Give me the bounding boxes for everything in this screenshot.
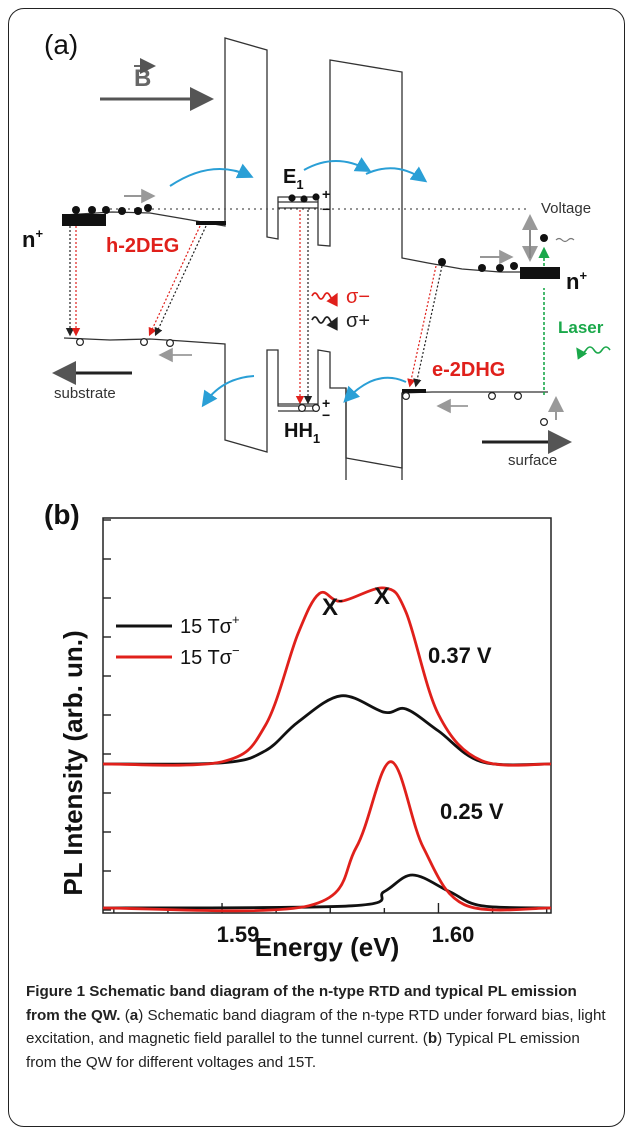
right-electron-up xyxy=(540,234,548,242)
voltage-label: Voltage xyxy=(541,200,591,217)
holes-right xyxy=(402,392,522,401)
caption-b-label: b xyxy=(427,1030,438,1047)
band-diagram: (a) B n+ n+ h-2DEG E1 xyxy=(22,29,611,480)
voltage-top-label: 0.37 V xyxy=(428,643,492,668)
e1-electrons xyxy=(288,193,320,203)
series-line-sigma-plus-037V xyxy=(102,694,552,767)
caption-b-text: ) Typical PL emission from the QW for di… xyxy=(26,1030,580,1071)
caption-a-label: a xyxy=(129,1006,139,1024)
substrate-label: substrate xyxy=(54,385,116,402)
right-wavy-out xyxy=(555,237,575,243)
diag-recomb-right-black xyxy=(413,265,443,388)
peak-x-label: X xyxy=(374,583,390,610)
axis-ticks xyxy=(103,519,548,913)
contact-left xyxy=(62,214,106,226)
sigma-minus-wave xyxy=(311,292,338,307)
n-right-label: n+ xyxy=(566,268,587,294)
hh1-label: HH1 xyxy=(284,420,320,446)
sigma-plus-label: σ+ xyxy=(346,310,370,332)
sigma-minus-label: σ− xyxy=(346,286,370,308)
x-axis-title: Energy (eV) xyxy=(254,932,400,962)
tunnel-arrow-5 xyxy=(343,376,407,403)
tunnel-arrow-1 xyxy=(169,163,254,187)
holes-left xyxy=(75,338,175,348)
b-field-label: B xyxy=(134,65,151,92)
e1-label: E1 xyxy=(283,166,304,192)
e1-plus: + xyxy=(322,186,330,202)
tunnel-arrow-3 xyxy=(365,166,428,183)
tunnel-arrow-2 xyxy=(303,157,372,172)
curves xyxy=(102,586,552,913)
panel-b-label: (b) xyxy=(44,499,80,530)
series-line-sigma-minus-025V xyxy=(102,760,552,913)
contact-right xyxy=(520,267,560,279)
voltage-bottom-label: 0.25 V xyxy=(440,799,504,824)
legend-label-sigma-minus: 15 Tσ− xyxy=(180,643,240,669)
panel-a-label: (a) xyxy=(44,29,78,60)
y-axis-label: PL Intensity (arb. un.) xyxy=(58,630,88,895)
caption-a-text: ) Schematic band diagram of the n-type R… xyxy=(26,1006,606,1048)
legend: 15 Tσ+ 15 Tσ− xyxy=(116,612,240,669)
hh1-holes xyxy=(298,404,321,413)
laser-wave xyxy=(576,346,611,360)
figure-caption: Figure 1 Schematic band diagram of the n… xyxy=(26,980,614,1074)
right-hole-lower xyxy=(539,418,548,427)
hh1-minus: − xyxy=(322,407,330,423)
pl-chart: (b) PL Intensity (arb. un.) 1.59 1.60 X-… xyxy=(44,499,552,947)
legend-label-sigma-plus: 15 Tσ+ xyxy=(180,612,240,638)
x-tick-label-1: 1.59 xyxy=(217,922,260,947)
tunnel-arrow-4 xyxy=(201,375,255,408)
x-tick-label-2: 1.60 xyxy=(432,922,475,947)
surface-label: surface xyxy=(508,452,557,469)
contact-right-notch xyxy=(402,389,426,393)
contact-left-notch xyxy=(196,221,226,225)
series-line-sigma-minus-037V xyxy=(102,586,552,767)
sigma-plus-wave xyxy=(311,316,338,331)
hh1-plus: + xyxy=(322,395,330,411)
h2deg-label: h-2DEG xyxy=(106,235,179,257)
valence-barrier-right xyxy=(345,388,403,469)
diag-recomb-right-red xyxy=(407,265,437,388)
peak-x-minus-label: X- xyxy=(322,592,343,621)
e2dhg-label: e-2DHG xyxy=(432,359,505,381)
n-left-label: n+ xyxy=(22,226,43,252)
caption-a-open: ( xyxy=(120,1006,130,1024)
conduction-band xyxy=(63,37,548,273)
caption-title: Figure 1 Schematic band diagram of the n… xyxy=(26,983,577,1024)
plot-frame xyxy=(102,517,552,914)
laser-label: Laser xyxy=(558,318,604,337)
electrons-left xyxy=(72,204,152,215)
electrons-right xyxy=(438,258,518,272)
e1-minus: − xyxy=(322,201,330,217)
series-line-sigma-plus-025V xyxy=(102,873,552,910)
